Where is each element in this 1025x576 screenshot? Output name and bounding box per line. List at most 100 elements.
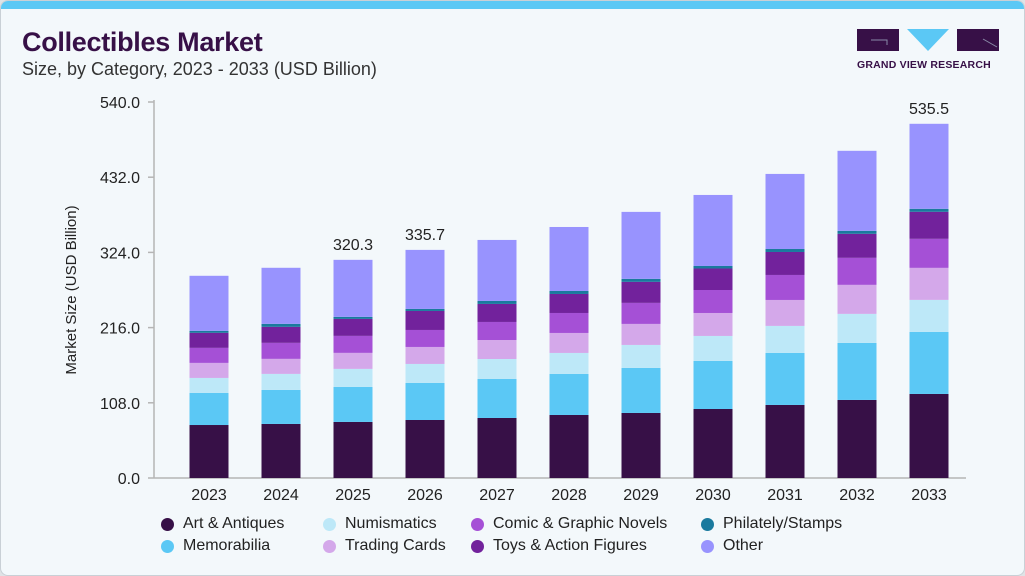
- bar-segment-numismatics: [405, 363, 445, 383]
- bar-segment-memorabilia: [333, 386, 373, 422]
- bar-segment-philately-stamps: [405, 308, 445, 311]
- bar-segment-comic-graphic-novels: [837, 257, 877, 285]
- bar-segment-numismatics: [333, 368, 373, 387]
- bar-segment-other: [549, 226, 589, 291]
- bar-segment-other: [477, 239, 517, 301]
- bar-segment-other: [333, 259, 373, 317]
- bar-segment-toys-action-figures: [333, 318, 373, 336]
- bar-segment-trading-cards: [405, 346, 445, 364]
- x-tick-label: 2032: [839, 487, 875, 504]
- bar-segment-other: [909, 123, 949, 209]
- x-tick-label: 2025: [335, 487, 371, 504]
- bar-segment-comic-graphic-novels: [477, 321, 517, 340]
- legend-swatch: [701, 539, 714, 553]
- bar-segment-numismatics: [261, 373, 301, 390]
- legend-label: Philately/Stamps: [723, 515, 843, 532]
- bar-segment-comic-graphic-novels: [693, 290, 733, 313]
- bar-segment-art-antiques: [837, 399, 877, 478]
- bar-segment-comic-graphic-novels: [765, 274, 805, 300]
- x-tick-label: 2033: [911, 487, 947, 504]
- bar-segment-art-antiques: [405, 419, 445, 478]
- bar-segment-other: [261, 267, 301, 324]
- bar-segment-art-antiques: [765, 404, 805, 478]
- bar-segment-art-antiques: [549, 414, 589, 478]
- bar-segment-philately-stamps: [189, 330, 229, 333]
- bar-segment-art-antiques: [189, 425, 229, 478]
- y-tick-label: 0.0: [118, 471, 140, 488]
- y-tick-label: 324.0: [100, 245, 140, 262]
- accent-bar: [1, 1, 1024, 9]
- x-tick-label: 2026: [407, 487, 443, 504]
- bar-segment-toys-action-figures: [693, 268, 733, 290]
- bar-segment-comic-graphic-novels: [909, 238, 949, 268]
- bar-segment-toys-action-figures: [477, 303, 517, 322]
- y-axis-label: Market Size (USD Billion): [63, 205, 80, 374]
- bar-segment-other: [693, 194, 733, 266]
- legend-swatch: [323, 539, 336, 553]
- bar-segment-comic-graphic-novels: [261, 342, 301, 359]
- legend-label: Memorabilia: [183, 537, 271, 554]
- total-label: 320.3: [333, 237, 373, 254]
- total-label: 535.5: [909, 101, 949, 118]
- bar-segment-trading-cards: [693, 312, 733, 336]
- bar-segment-trading-cards: [189, 362, 229, 378]
- legend-label: Art & Antiques: [183, 515, 285, 532]
- bar-segment-other: [621, 211, 661, 279]
- bar-segment-numismatics: [549, 352, 589, 374]
- bar-segment-art-antiques: [477, 417, 517, 478]
- legend-label: Comic & Graphic Novels: [493, 515, 668, 532]
- legend-label: Other: [723, 537, 764, 554]
- bar-segment-other: [189, 275, 229, 331]
- bar-segment-comic-graphic-novels: [621, 302, 661, 324]
- y-tick-label: 540.0: [100, 95, 140, 112]
- legend-swatch: [161, 517, 174, 531]
- bar-segment-art-antiques: [693, 408, 733, 478]
- bar-segment-toys-action-figures: [189, 332, 229, 348]
- bar-segment-toys-action-figures: [765, 251, 805, 275]
- bar-segment-toys-action-figures: [621, 281, 661, 303]
- bar-segment-other: [837, 150, 877, 231]
- bar-segment-other: [765, 173, 805, 249]
- legend-swatch: [161, 539, 174, 553]
- bar-segment-memorabilia: [621, 367, 661, 413]
- bar-segment-numismatics: [693, 335, 733, 361]
- bar-segment-art-antiques: [621, 412, 661, 478]
- bar-segment-philately-stamps: [333, 316, 373, 319]
- bar-segment-memorabilia: [477, 378, 517, 418]
- bar-segment-toys-action-figures: [909, 211, 949, 239]
- y-tick-label: 108.0: [100, 396, 140, 413]
- bar-segment-memorabilia: [405, 382, 445, 420]
- legend-item: Toys & Action Figures: [471, 537, 647, 555]
- chart-title: Collectibles Market: [22, 27, 263, 57]
- legend-swatch: [471, 517, 484, 531]
- bar-segment-numismatics: [477, 359, 517, 379]
- bar-segment-trading-cards: [477, 339, 517, 360]
- x-tick-label: 2023: [191, 487, 227, 504]
- bar-segment-trading-cards: [837, 284, 877, 314]
- bar-segment-trading-cards: [261, 358, 301, 374]
- bar-segment-philately-stamps: [261, 323, 301, 327]
- logo-text: GRAND VIEW RESEARCH: [857, 59, 991, 71]
- legend-swatch: [323, 517, 336, 531]
- bar-segment-memorabilia: [693, 360, 733, 409]
- bar-segment-trading-cards: [333, 352, 373, 369]
- legend-label: Trading Cards: [345, 537, 446, 554]
- legend-item: Other: [701, 537, 763, 555]
- bar-segment-numismatics: [765, 325, 805, 353]
- bar-segment-trading-cards: [549, 332, 589, 353]
- x-tick-label: 2024: [263, 487, 299, 504]
- bar-segment-toys-action-figures: [549, 293, 589, 313]
- bar-segment-memorabilia: [189, 392, 229, 426]
- bar-segment-memorabilia: [837, 342, 877, 400]
- x-tick-label: 2029: [623, 487, 659, 504]
- x-tick-label: 2030: [695, 487, 731, 504]
- legend-item: Art & Antiques: [161, 515, 284, 533]
- x-tick-label: 2031: [767, 487, 803, 504]
- bar-segment-memorabilia: [765, 352, 805, 405]
- legend-label: Toys & Action Figures: [493, 537, 647, 554]
- legend-swatch: [471, 539, 484, 553]
- bar-segment-philately-stamps: [477, 300, 517, 304]
- bar-segment-philately-stamps: [909, 208, 949, 212]
- legend-swatch: [701, 517, 714, 531]
- bar-segment-memorabilia: [909, 331, 949, 394]
